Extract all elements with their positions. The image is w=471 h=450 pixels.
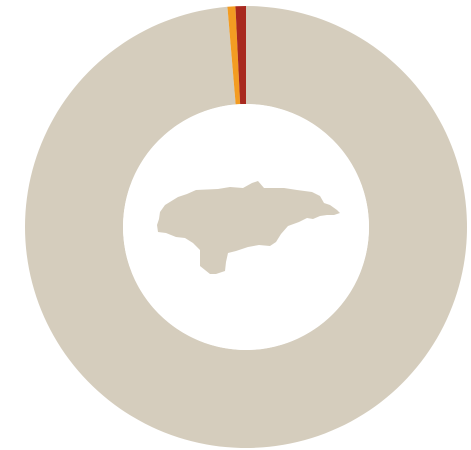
pie-slice-3 — [235, 6, 246, 105]
pie-slice-1 — [25, 6, 468, 448]
honduras-map-icon — [157, 181, 340, 274]
donut-slices — [25, 6, 468, 448]
pie-slice-2 — [227, 6, 241, 105]
